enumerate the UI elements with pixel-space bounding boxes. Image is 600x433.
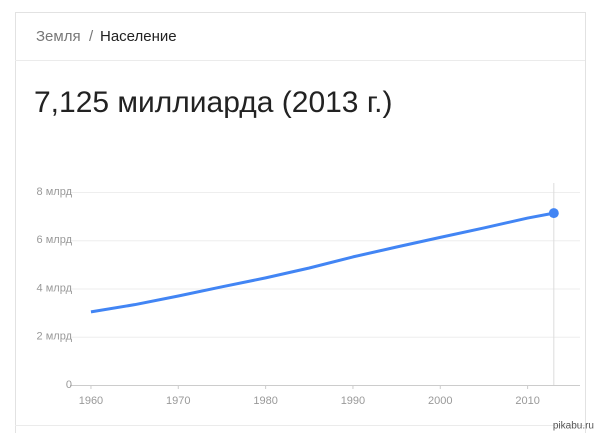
x-tick-label: 1980: [253, 395, 277, 407]
card: [15, 12, 586, 433]
breadcrumb-separator: /: [89, 28, 94, 45]
breadcrumb-current: Население: [100, 28, 177, 45]
x-tick-label: 2010: [515, 395, 539, 407]
breadcrumb-parent[interactable]: Земля: [36, 28, 81, 45]
x-tick-label: 1960: [79, 395, 103, 407]
y-tick-label: 2 млрд: [37, 331, 73, 343]
x-tick-label: 1990: [341, 395, 365, 407]
series-line: [90, 211, 555, 314]
x-tick-label: 2000: [428, 395, 452, 407]
chart-title: 7,125 миллиарда (2013 г.): [34, 86, 392, 119]
highlight-point: [548, 208, 559, 219]
y-tick-label: 4 млрд: [37, 282, 73, 294]
y-tick-label: 8 млрд: [37, 186, 73, 198]
watermark: pikabu.ru: [553, 421, 594, 432]
y-tick-label: 0: [66, 379, 72, 391]
y-tick-label: 6 млрд: [37, 234, 73, 246]
x-tick-label: 1970: [166, 395, 190, 407]
